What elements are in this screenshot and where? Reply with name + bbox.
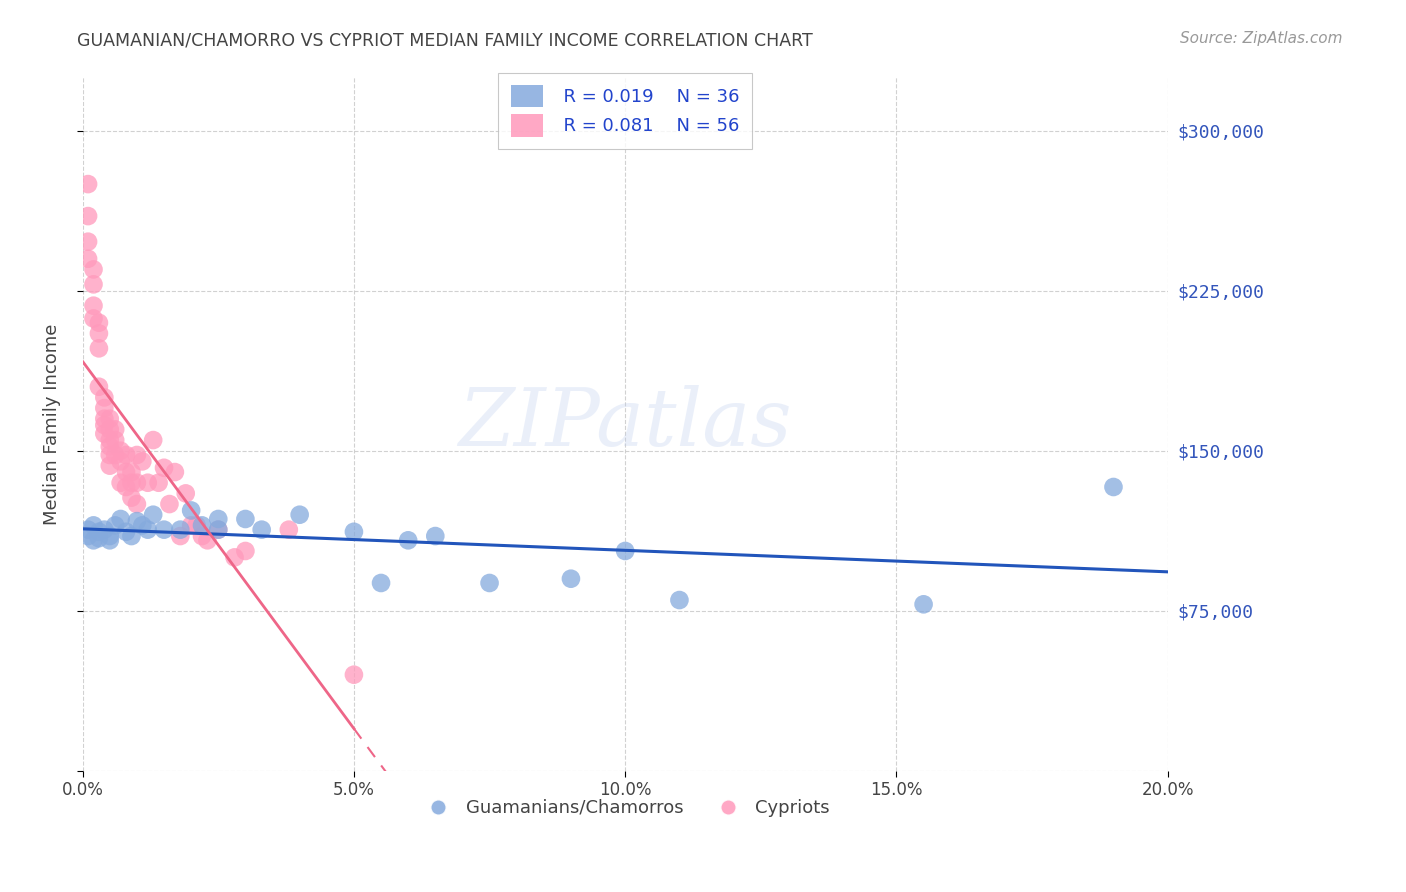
Point	[115, 524, 138, 539]
Point	[82, 277, 104, 292]
Point	[224, 550, 246, 565]
Point	[87, 342, 110, 356]
Point	[104, 433, 127, 447]
Point	[169, 523, 191, 537]
Point	[131, 518, 153, 533]
Point	[191, 518, 214, 533]
Point	[186, 518, 208, 533]
Point	[110, 512, 132, 526]
Point	[115, 480, 138, 494]
Point	[159, 497, 181, 511]
Point	[121, 475, 143, 490]
Point	[82, 311, 104, 326]
Point	[288, 508, 311, 522]
Point	[93, 411, 115, 425]
Point	[93, 523, 115, 537]
Point	[77, 177, 100, 191]
Text: ZIPatlas: ZIPatlas	[458, 385, 792, 463]
Point	[1102, 480, 1125, 494]
Point	[98, 529, 121, 543]
Point	[197, 533, 219, 548]
Point	[277, 523, 299, 537]
Point	[125, 475, 148, 490]
Point	[110, 443, 132, 458]
Point	[180, 503, 202, 517]
Point	[77, 209, 100, 223]
Point	[87, 326, 110, 341]
Point	[104, 448, 127, 462]
Point	[153, 523, 176, 537]
Point	[235, 544, 257, 558]
Point	[148, 475, 170, 490]
Point	[235, 512, 257, 526]
Point	[614, 544, 637, 558]
Point	[125, 448, 148, 462]
Point	[115, 448, 138, 462]
Point	[250, 523, 273, 537]
Point	[142, 508, 165, 522]
Point	[82, 262, 104, 277]
Point	[77, 529, 100, 543]
Point	[163, 465, 186, 479]
Point	[121, 491, 143, 505]
Point	[396, 533, 419, 548]
Point	[125, 497, 148, 511]
Point	[104, 422, 127, 436]
Point	[136, 523, 159, 537]
Text: Source: ZipAtlas.com: Source: ZipAtlas.com	[1180, 31, 1343, 46]
Point	[77, 235, 100, 249]
Point	[93, 401, 115, 415]
Point	[343, 667, 366, 681]
Point	[98, 440, 121, 454]
Point	[180, 518, 202, 533]
Point	[82, 533, 104, 548]
Point	[93, 391, 115, 405]
Point	[87, 524, 110, 539]
Point	[136, 475, 159, 490]
Point	[110, 475, 132, 490]
Point	[121, 529, 143, 543]
Point	[912, 597, 935, 611]
Point	[98, 411, 121, 425]
Point	[104, 518, 127, 533]
Point	[77, 252, 100, 266]
Point	[98, 448, 121, 462]
Point	[169, 529, 191, 543]
Point	[207, 512, 229, 526]
Point	[93, 418, 115, 433]
Point	[478, 576, 501, 591]
Point	[98, 422, 121, 436]
Point	[82, 518, 104, 533]
Point	[668, 593, 690, 607]
Point	[82, 299, 104, 313]
Point	[370, 576, 392, 591]
Legend: Guamanians/Chamorros, Cypriots: Guamanians/Chamorros, Cypriots	[413, 791, 837, 824]
Point	[87, 316, 110, 330]
Point	[98, 433, 121, 447]
Point	[110, 454, 132, 468]
Point	[142, 433, 165, 447]
Point	[121, 465, 143, 479]
Point	[425, 529, 447, 543]
Point	[131, 454, 153, 468]
Point	[77, 523, 100, 537]
Point	[174, 486, 197, 500]
Point	[87, 380, 110, 394]
Point	[207, 523, 229, 537]
Point	[87, 531, 110, 545]
Point	[153, 460, 176, 475]
Point	[98, 458, 121, 473]
Point	[125, 514, 148, 528]
Point	[343, 524, 366, 539]
Text: GUAMANIAN/CHAMORRO VS CYPRIOT MEDIAN FAMILY INCOME CORRELATION CHART: GUAMANIAN/CHAMORRO VS CYPRIOT MEDIAN FAM…	[77, 31, 813, 49]
Point	[191, 529, 214, 543]
Point	[560, 572, 582, 586]
Point	[93, 426, 115, 441]
Point	[207, 523, 229, 537]
Point	[98, 533, 121, 548]
Point	[115, 465, 138, 479]
Y-axis label: Median Family Income: Median Family Income	[44, 324, 60, 524]
